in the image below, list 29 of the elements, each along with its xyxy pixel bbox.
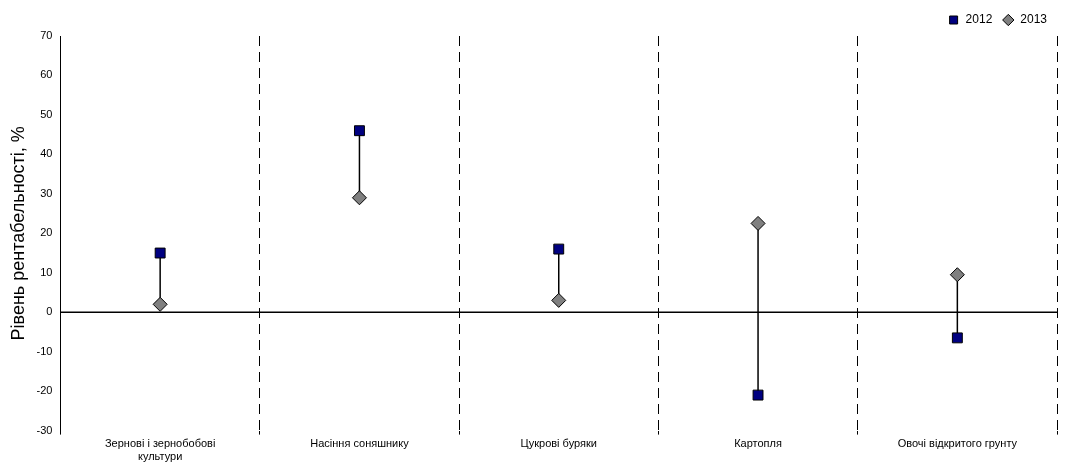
- y-tick-label: 10: [40, 265, 53, 278]
- y-tick-label: 0: [46, 305, 53, 318]
- point: [752, 389, 764, 401]
- y-tick-label: 60: [40, 68, 53, 81]
- x-tick-label: Насіння соняшнику: [310, 437, 410, 450]
- x-tick-label: Овочі відкритого грунту: [897, 437, 1018, 450]
- y-tick-label: -30: [36, 423, 53, 436]
- y-tick-label: -10: [36, 344, 53, 357]
- x-tick-label: Зернові і зернобобові культури: [104, 437, 216, 463]
- legend-label: 2012: [965, 12, 993, 27]
- legend-label: 2013: [1020, 12, 1048, 27]
- y-tick-label: -20: [36, 384, 53, 397]
- y-tick-label: 20: [40, 226, 53, 239]
- y-axis-title: Рівень рентабельності, %: [7, 126, 28, 341]
- point: [154, 247, 166, 259]
- x-tick-label: Картопля: [734, 437, 782, 450]
- y-tick-label: 40: [40, 147, 53, 160]
- point: [351, 190, 367, 206]
- point: [949, 267, 965, 283]
- point: [553, 243, 565, 255]
- x-tick-label: Цукрові буряки: [520, 437, 597, 450]
- y-tick-label: 70: [40, 29, 53, 42]
- point: [354, 125, 365, 137]
- y-tick-label: 30: [40, 186, 53, 199]
- point: [750, 215, 766, 231]
- point: [551, 292, 567, 308]
- point: [152, 296, 168, 312]
- y-tick-label: 50: [40, 107, 53, 120]
- point: [951, 332, 963, 344]
